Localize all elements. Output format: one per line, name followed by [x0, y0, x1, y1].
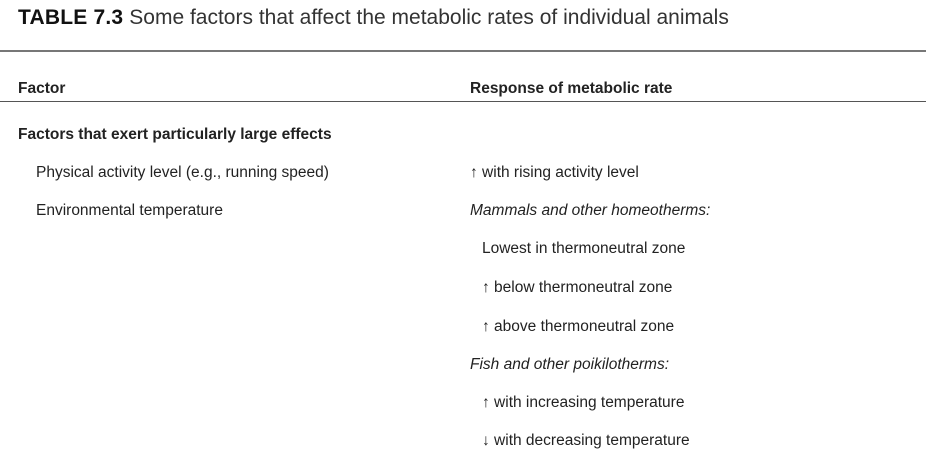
factor-cell: Physical activity level (e.g., running s… [36, 164, 329, 181]
response-cell: Mammals and other homeotherms: [470, 202, 711, 219]
header-response: Response of metabolic rate [470, 80, 673, 97]
header-rule [0, 101, 926, 102]
response-line: ↓ with decreasing temperature [482, 432, 690, 449]
table-label: TABLE 7.3 [18, 6, 124, 29]
table-title: TABLE 7.3 Some factors that affect the me… [18, 6, 729, 30]
response-line: ↑ below thermoneutral zone [482, 279, 673, 296]
response-line: ↑ with increasing temperature [482, 394, 685, 411]
response-line: Lowest in thermoneutral zone [482, 240, 686, 257]
factor-cell: Environmental temperature [36, 202, 223, 219]
top-rule [0, 50, 926, 52]
section-heading: Factors that exert particularly large ef… [18, 126, 332, 143]
response-line: Fish and other poikilotherms: [470, 356, 670, 373]
table-caption: Some factors that affect the metabolic r… [129, 6, 729, 29]
response-cell: ↑ with rising activity level [470, 164, 639, 181]
header-factor: Factor [18, 80, 66, 97]
response-line: ↑ above thermoneutral zone [482, 318, 675, 335]
